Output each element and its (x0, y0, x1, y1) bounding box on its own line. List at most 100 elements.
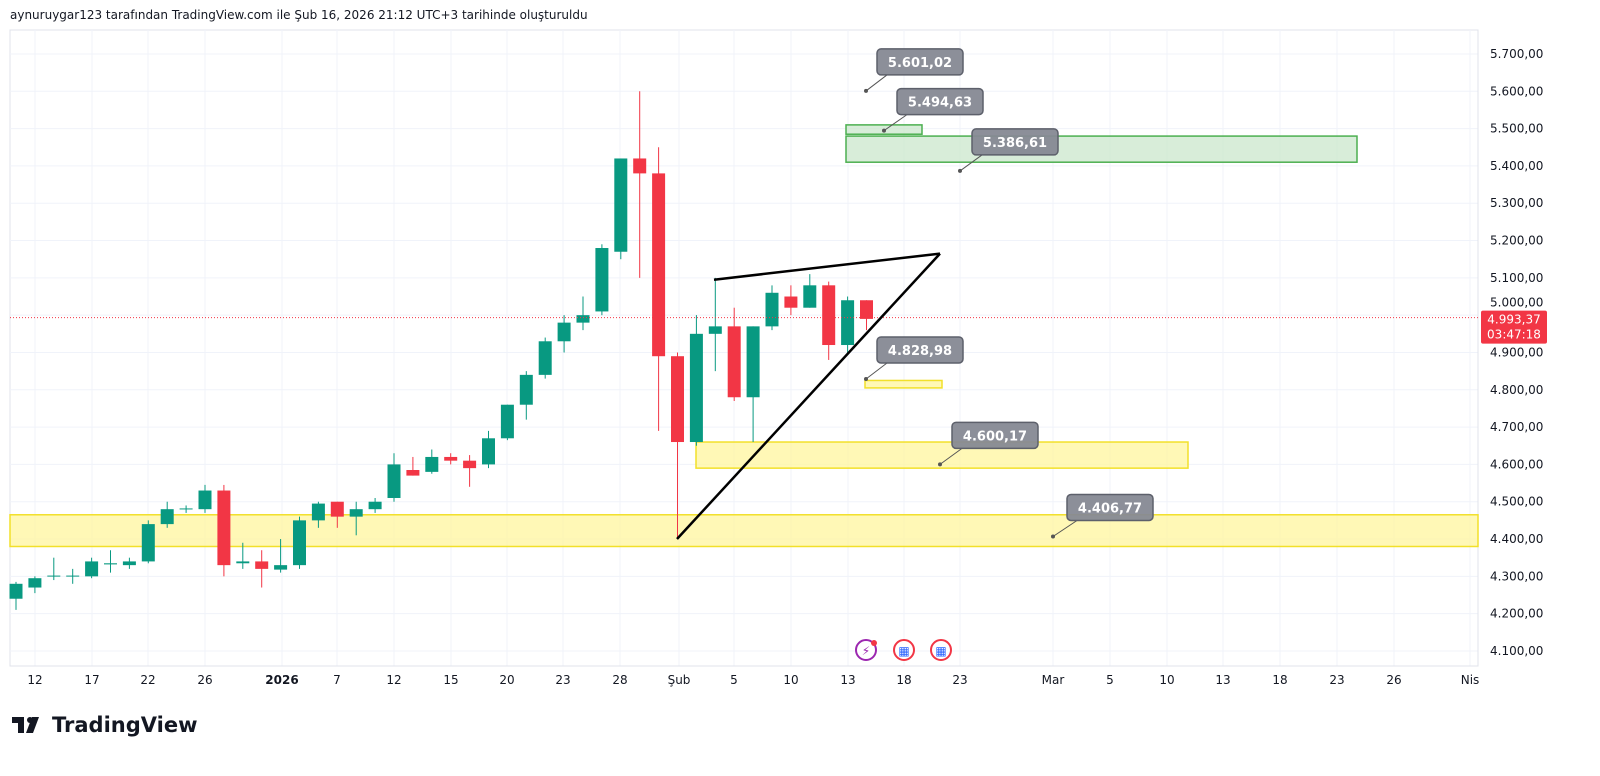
candle-body (519, 374, 533, 405)
zone-resistance[interactable] (845, 135, 1358, 163)
callout-pointer (883, 114, 908, 132)
time-axis-label: 28 (612, 673, 627, 687)
price-axis-label: 5.500,00 (1490, 122, 1543, 136)
trendline-upper[interactable] (713, 252, 941, 281)
candle-body (47, 575, 61, 577)
callout-pointer (959, 154, 983, 172)
price-callout[interactable]: 4.600,17 (938, 421, 1039, 467)
candle-body (822, 285, 836, 346)
candle (236, 542, 250, 569)
callout-box (876, 48, 964, 76)
price-axis-label: 4.900,00 (1490, 345, 1543, 359)
candle-body (85, 561, 99, 577)
candle (538, 337, 552, 379)
candle-body (689, 333, 703, 443)
time-axis-label: 18 (896, 673, 911, 687)
price-callout[interactable]: 4.406,77 (1051, 493, 1154, 539)
price-callout[interactable]: 5.601,02 (864, 48, 964, 93)
candle (274, 539, 288, 573)
time-axis-label: 22 (140, 673, 155, 687)
price-axis-label: 5.300,00 (1490, 196, 1543, 210)
candle (122, 557, 136, 569)
candle-body (368, 501, 382, 510)
price-axis-label: 4.600,00 (1490, 457, 1543, 471)
price-axis-label: 4.300,00 (1490, 569, 1543, 583)
callout-text: 5.494,63 (908, 96, 972, 111)
time-axis-label: 12 (27, 673, 42, 687)
event-flag-us-icon[interactable]: ▦ (930, 639, 952, 661)
callout-text: 5.386,61 (983, 136, 1047, 151)
callout-text: 4.600,17 (963, 429, 1027, 444)
candle (198, 484, 212, 513)
event-icon-lightning[interactable]: ⚡ (855, 639, 877, 661)
price-axis-label: 5.200,00 (1490, 234, 1543, 248)
candle (66, 568, 80, 584)
event-flag-us-icon[interactable]: ▦ (893, 639, 915, 661)
price-callout[interactable]: 4.828,98 (864, 336, 964, 381)
candle-body (217, 490, 231, 566)
candle-body (293, 520, 306, 566)
time-axis-label: 13 (840, 673, 855, 687)
candle (425, 449, 439, 474)
time-axis-label: 26 (1386, 673, 1401, 687)
trendline-lower[interactable] (676, 252, 941, 540)
price-axis-label: 5.100,00 (1490, 271, 1543, 285)
candle (104, 550, 117, 573)
zone-support[interactable] (864, 379, 943, 389)
candle (387, 453, 401, 502)
zone-support[interactable] (695, 441, 1189, 469)
price-axis-label: 5.000,00 (1490, 296, 1543, 310)
zone-support[interactable] (9, 514, 1479, 548)
time-axis-label: 20 (499, 673, 514, 687)
candle-body (765, 292, 779, 327)
candle (500, 404, 514, 441)
candle-body (9, 583, 23, 599)
time-axis-label: 2026 (265, 673, 298, 687)
candle-body (160, 509, 174, 525)
candle-body (406, 470, 420, 476)
price-axis-label: 4.100,00 (1490, 644, 1543, 658)
candle-body (255, 561, 269, 569)
callout-text: 5.601,02 (888, 56, 952, 71)
time-axis-label: 13 (1215, 673, 1230, 687)
price-callout[interactable]: 5.494,63 (882, 87, 984, 133)
candle-body (444, 456, 458, 461)
candle-body (349, 509, 363, 517)
price-axis-label: 4.400,00 (1490, 532, 1543, 546)
candle-body (746, 326, 760, 398)
candle (822, 281, 836, 360)
price-callout[interactable]: 5.386,61 (958, 128, 1059, 173)
callout-box (876, 336, 964, 364)
callout-anchor (958, 168, 962, 173)
tradingview-logo[interactable]: TradingView (12, 713, 197, 737)
price-axis-label: 4.800,00 (1490, 383, 1543, 397)
chart-caption: aynuruygar123 tarafından TradingView.com… (10, 8, 588, 22)
price-axis-label: 5.400,00 (1490, 159, 1543, 173)
plot-area[interactable] (9, 29, 1479, 667)
candle-body (538, 341, 552, 375)
time-axis-label: 5 (730, 673, 738, 687)
notification-dot (871, 640, 877, 646)
event-flag-us-icon-ring (893, 639, 915, 661)
candle (330, 501, 344, 528)
callout-text: 4.828,98 (888, 344, 952, 359)
price-chart[interactable]: 5.700,00 5.600,00 5.500,00 5.400,00 5.300,00… (0, 0, 1600, 700)
candle (293, 516, 306, 569)
callout-anchor (864, 376, 868, 381)
candle-body (274, 565, 288, 570)
tradingview-logo-icon (12, 717, 39, 733)
candle (482, 430, 495, 469)
last-price-value: 4.993,37 (1487, 313, 1540, 327)
candle (406, 456, 420, 476)
candle-body (330, 501, 344, 517)
callout-box (951, 421, 1039, 450)
candle (689, 315, 703, 446)
candle (671, 352, 684, 540)
time-axis-label: 18 (1272, 673, 1287, 687)
candle-body (860, 300, 873, 319)
candle (255, 550, 269, 588)
price-axis-label: 4.200,00 (1490, 607, 1543, 621)
candle (85, 557, 99, 579)
callout-pointer (939, 447, 963, 465)
callout-anchor (938, 462, 942, 467)
